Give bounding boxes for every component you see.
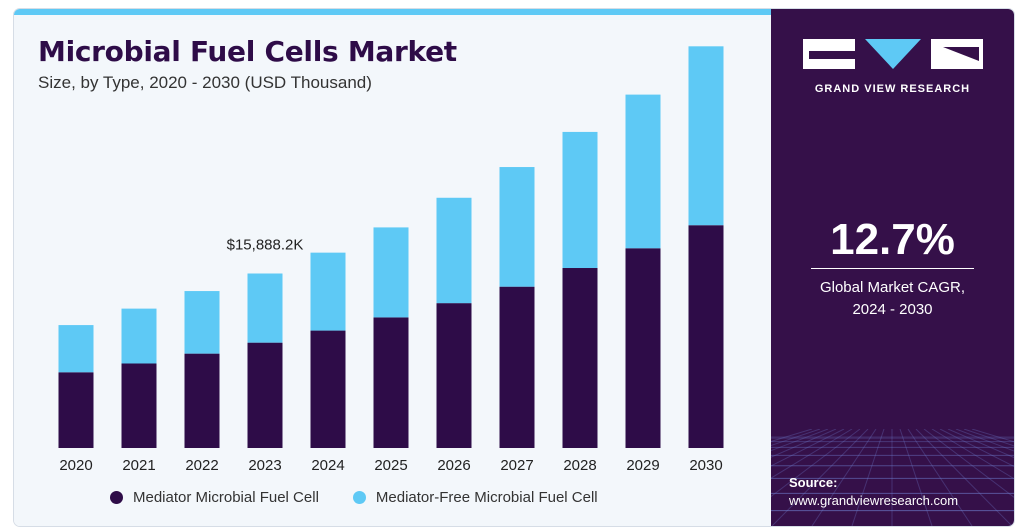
bar-mediator-2030 — [688, 225, 724, 448]
bar-mediator-2023 — [247, 342, 283, 448]
cagr-label-line1: Global Market CAGR, — [819, 279, 966, 296]
bar-mediator-free-2022 — [184, 291, 220, 354]
bar-mediator-free-2023 — [247, 273, 283, 343]
chart-title: Microbial Fuel Cells Market — [38, 35, 457, 68]
legend-label-mediator-free: Mediator-Free Microbial Fuel Cell — [375, 489, 598, 506]
source-title: Source: — [789, 475, 838, 490]
chart-panel: Microbial Fuel Cells Market Size, by Typ… — [14, 9, 771, 526]
bar-mediator-2022 — [184, 353, 220, 448]
x-tick-label-2020: 2020 — [59, 457, 92, 474]
bar-mediator-free-2020 — [58, 325, 94, 373]
x-tick-label-2029: 2029 — [626, 457, 659, 474]
chart-subtitle: Size, by Type, 2020 - 2030 (USD Thousand… — [38, 73, 372, 92]
bar-mediator-free-2021 — [121, 308, 157, 364]
bar-mediator-free-2030 — [688, 46, 724, 226]
bar-mediator-2029 — [625, 248, 661, 448]
bar-mediator-2020 — [58, 372, 94, 448]
chart-legend: Mediator Microbial Fuel Cell Mediator-Fr… — [110, 489, 598, 506]
bar-mediator-free-2028 — [562, 131, 598, 269]
x-tick-label-2025: 2025 — [374, 457, 407, 474]
legend-item-mediator: Mediator Microbial Fuel Cell — [110, 489, 319, 506]
legend-item-mediator-free: Mediator-Free Microbial Fuel Cell — [352, 489, 598, 506]
legend-swatch-mediator-free — [352, 491, 366, 504]
x-tick-label-2026: 2026 — [437, 457, 470, 474]
cagr-label-line2: 2024 - 2030 — [852, 301, 933, 318]
bar-mediator-2025 — [373, 317, 409, 448]
x-tick-label-2021: 2021 — [122, 457, 155, 474]
bar-mediator-2028 — [562, 268, 598, 448]
bar-mediator-free-2025 — [373, 227, 409, 318]
x-tick-label-2028: 2028 — [563, 457, 596, 474]
x-tick-label-2030: 2030 — [689, 457, 722, 474]
x-tick-label-2022: 2022 — [185, 457, 218, 474]
bar-mediator-2026 — [436, 303, 472, 448]
accent-bar — [14, 9, 771, 15]
decorative-grid-pattern — [771, 429, 1014, 526]
bar-mediator-free-2029 — [625, 94, 661, 249]
report-card: Microbial Fuel Cells Market Size, by Typ… — [14, 9, 1014, 526]
legend-label-mediator: Mediator Microbial Fuel Cell — [133, 489, 319, 506]
cagr-divider — [811, 268, 974, 269]
cagr-label: Global Market CAGR, 2024 - 2030 — [771, 277, 1014, 321]
source-link[interactable]: www.grandviewresearch.com — [789, 493, 959, 508]
x-tick-label-2027: 2027 — [500, 457, 533, 474]
insight-sidebar: GRAND VIEW RESEARCH 12.7% Global Market … — [771, 9, 1014, 526]
bar-mediator-2027 — [499, 286, 535, 448]
bar-mediator-free-2027 — [499, 167, 535, 287]
bar-mediator-2024 — [310, 330, 346, 448]
grand-view-research-logo — [803, 39, 983, 69]
bar-mediator-free-2026 — [436, 197, 472, 304]
bar-mediator-free-2024 — [310, 252, 346, 331]
legend-swatch-mediator — [110, 491, 123, 504]
x-tick-label-2023: 2023 — [248, 457, 281, 474]
cagr-value: 12.7% — [830, 215, 955, 264]
bar-mediator-2021 — [121, 363, 157, 448]
brand-name: GRAND VIEW RESEARCH — [814, 83, 971, 95]
bar-chart: 2020 2021 2022 2023 $15,888.2K 2024 2025 2026 20… — [58, 46, 724, 474]
x-tick-label-2024: 2024 — [311, 457, 344, 474]
data-label-2023: $15,888.2K — [227, 236, 304, 253]
